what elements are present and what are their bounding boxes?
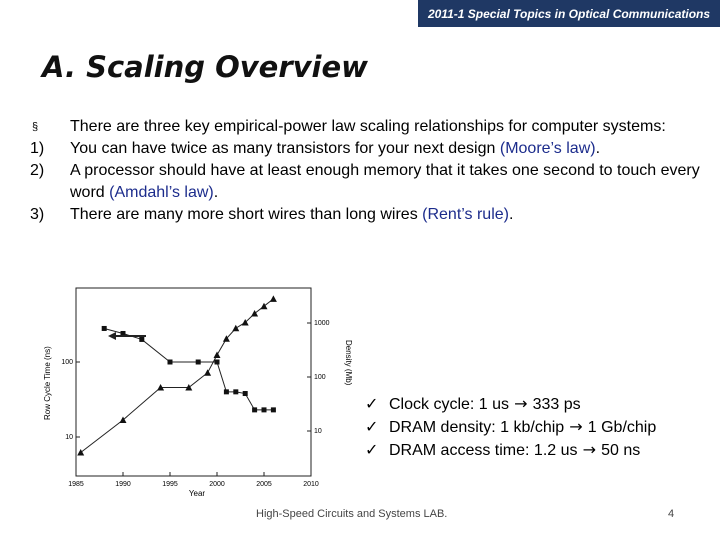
scaling-chart: Row Cycle Time (ns) Density (Mb) Year 19… <box>36 280 366 500</box>
y-left-tick-label: 100 <box>61 359 73 366</box>
data-point-square <box>101 325 107 331</box>
bullet-text-part: A processor should have at least enough … <box>70 162 700 201</box>
scaling-chart-svg: Row Cycle Time (ns) Density (Mb) Year 19… <box>43 287 353 498</box>
data-point-square <box>167 359 173 365</box>
x-tick-label: 2005 <box>256 481 272 488</box>
bullet-text-part: There are three key empirical-power law … <box>70 118 666 135</box>
bullet-marker: § <box>32 121 39 133</box>
page-number: 4 <box>668 508 675 520</box>
data-point-triangle <box>260 302 268 310</box>
data-point-triangle <box>269 295 277 302</box>
data-point-triangle <box>241 318 249 326</box>
y-left-axis-label: Row Cycle Time (ns) <box>43 346 52 420</box>
check-item: ✓ Clock cycle: 1 us → 333 ps <box>365 393 656 416</box>
plot-frame <box>75 287 312 477</box>
bullet-text-part: . <box>508 206 514 223</box>
law-name: (Rent’s rule) <box>422 206 509 223</box>
check-to: 50 ns <box>601 442 641 459</box>
y-right-tick-label: 100 <box>314 374 326 381</box>
bullet-text: A processor should have at least enough … <box>70 160 710 204</box>
check-item: ✓ DRAM density: 1 kb/chip → 1 Gb/chip <box>365 416 656 439</box>
x-axis-label: Year <box>189 489 206 498</box>
data-point-triangle <box>157 383 165 391</box>
y-left-tick-label: 10 <box>65 434 73 441</box>
data-point-triangle <box>222 335 230 342</box>
bullet-marker: 2) <box>30 162 45 179</box>
bullet-item: 2) A processor should have at least enoug… <box>30 160 710 204</box>
data-point-triangle <box>119 416 127 423</box>
check-from: Clock cycle: 1 us <box>389 396 510 413</box>
bullet-text-part: There are many more short wires than lon… <box>70 206 423 223</box>
check-icon: ✓ <box>365 440 379 459</box>
bullet-text-part: . <box>595 140 601 157</box>
bullet-item: 1) You can have twice as many transistors… <box>30 138 710 160</box>
law-name: (Amdahl’s law) <box>109 184 214 201</box>
x-tick-label: 1990 <box>115 481 131 488</box>
series-line-square <box>104 327 274 411</box>
bullet-item: § There are three key empirical-power law… <box>30 116 710 138</box>
course-title: 2011-1 Special Topics in Optical Communi… <box>427 6 711 21</box>
bullet-item: 3) There are many more short wires than l… <box>30 204 710 226</box>
data-point-triangle <box>213 351 221 358</box>
data-point-square <box>214 359 220 365</box>
data-point-square <box>252 407 258 413</box>
data-point-square <box>139 336 145 342</box>
course-header: 2011-1 Special Topics in Optical Communi… <box>418 0 720 27</box>
y-right-axis-label: Density (Mb) <box>344 340 353 386</box>
data-point-triangle <box>232 324 240 332</box>
bullet-text-part: You can have twice as many transistors f… <box>70 140 500 157</box>
x-tick-label: 2010 <box>303 481 319 488</box>
x-tick-label: 1995 <box>162 481 178 488</box>
data-point-square <box>120 330 126 336</box>
check-icon: ✓ <box>365 417 379 436</box>
check-from: DRAM density: 1 kb/chip <box>389 419 565 436</box>
data-point-triangle <box>77 448 85 456</box>
bullet-list: § There are three key empirical-power law… <box>30 116 710 226</box>
annotation-arrow-head <box>108 332 116 340</box>
data-point-square <box>195 359 201 365</box>
bullet-marker: 3) <box>30 206 45 223</box>
data-point-square <box>233 389 239 395</box>
check-from: DRAM access time: 1.2 us <box>389 442 578 459</box>
bullet-text-part: . <box>213 184 219 201</box>
data-point-square <box>270 407 276 413</box>
arrow-right-icon: → <box>577 440 602 459</box>
data-point-square <box>223 389 229 395</box>
check-to: 1 Gb/chip <box>587 419 657 436</box>
bullet-text: There are three key empirical-power law … <box>70 116 710 138</box>
bullet-text: There are many more short wires than lon… <box>70 204 710 226</box>
check-icon: ✓ <box>365 394 379 413</box>
data-point-square <box>261 407 267 413</box>
data-point-triangle <box>204 369 212 376</box>
y-right-tick-label: 1000 <box>314 320 330 327</box>
slide-title: A. Scaling Overview <box>42 50 368 84</box>
footer-lab: High-Speed Circuits and Systems LAB. <box>256 508 448 520</box>
data-point-triangle <box>251 309 259 317</box>
law-name: (Moore’s law) <box>499 140 596 157</box>
check-item: ✓ DRAM access time: 1.2 us → 50 ns <box>365 439 656 462</box>
series-line-triangle <box>80 298 274 453</box>
arrow-right-icon: → <box>509 394 533 413</box>
data-point-square <box>242 391 248 397</box>
x-tick-label: 1985 <box>68 481 84 488</box>
y-right-tick-label: 10 <box>314 428 322 435</box>
arrow-right-icon: → <box>564 417 588 436</box>
bullet-text: You can have twice as many transistors f… <box>70 138 710 160</box>
x-tick-label: 2000 <box>209 481 225 488</box>
check-to: 333 ps <box>532 396 581 413</box>
bullet-marker: 1) <box>30 140 45 157</box>
data-point-triangle <box>185 383 193 391</box>
summary-checklist: ✓ Clock cycle: 1 us → 333 ps ✓ DRAM density… <box>365 393 656 462</box>
